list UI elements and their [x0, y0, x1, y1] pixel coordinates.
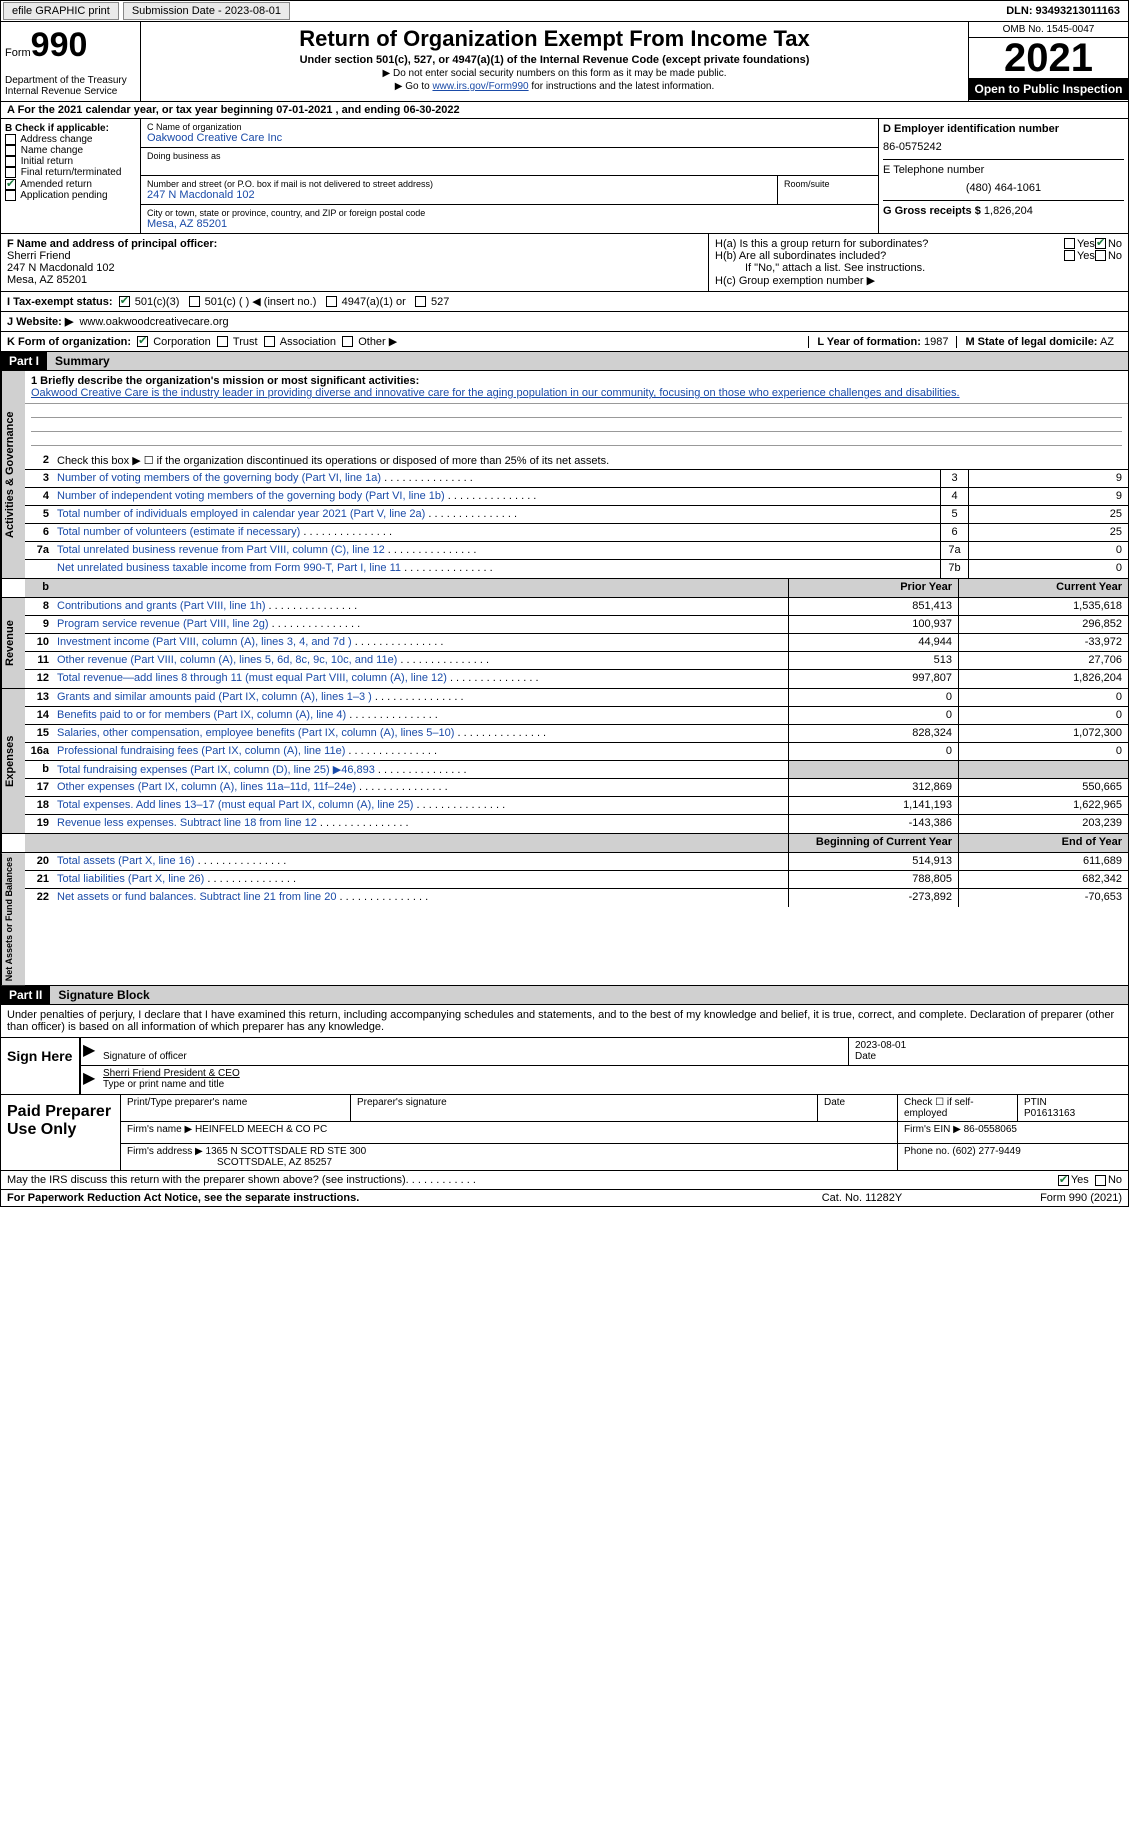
- top-toolbar: efile GRAPHIC print Submission Date - 20…: [0, 0, 1129, 22]
- note-link: ▶ Go to www.irs.gov/Form990 for instruct…: [149, 81, 960, 92]
- discuss-row: May the IRS discuss this return with the…: [0, 1171, 1129, 1190]
- row-i: I Tax-exempt status: 501(c)(3) 501(c) ( …: [0, 292, 1129, 312]
- ha-yes-checkbox[interactable]: [1064, 238, 1075, 249]
- discuss-yes-checkbox[interactable]: [1058, 1175, 1069, 1186]
- box-b-checkbox[interactable]: [5, 156, 16, 167]
- summary-net-hdr: Beginning of Current Year End of Year: [0, 834, 1129, 853]
- summary-netassets: Net Assets or Fund Balances 20Total asse…: [0, 853, 1129, 986]
- form-number: Form990: [5, 26, 136, 65]
- mission-line: 1 Briefly describe the organization's mi…: [25, 371, 1128, 404]
- section-bcd: B Check if applicable: Address change Na…: [0, 119, 1129, 234]
- hb-yes-checkbox[interactable]: [1064, 250, 1075, 261]
- part2-header: Part II Signature Block: [0, 986, 1129, 1005]
- org-address: 247 N Macdonald 102: [147, 189, 771, 201]
- telephone: (480) 464-1061: [883, 176, 1124, 200]
- row-k: K Form of organization: Corporation Trus…: [0, 332, 1129, 352]
- sign-here-block: Sign Here ▶ Signature of officer 2023-08…: [0, 1038, 1129, 1095]
- tab-netassets: Net Assets or Fund Balances: [1, 853, 25, 985]
- box-b-checkbox[interactable]: [5, 179, 16, 190]
- website-value: www.oakwoodcreativecare.org: [79, 316, 228, 328]
- form-header: Form990 Department of the Treasury Inter…: [0, 22, 1129, 102]
- tab-revenue: Revenue: [1, 598, 25, 688]
- org-name: Oakwood Creative Care Inc: [147, 132, 872, 144]
- box-c: C Name of organization Oakwood Creative …: [141, 119, 878, 233]
- box-b-checkbox[interactable]: [5, 190, 16, 201]
- tab-governance: Activities & Governance: [1, 371, 25, 578]
- part1-header: Part I Summary: [0, 352, 1129, 371]
- page-footer: For Paperwork Reduction Act Notice, see …: [0, 1190, 1129, 1207]
- box-b: B Check if applicable: Address change Na…: [1, 119, 141, 233]
- dln-label: DLN: 93493213011163: [1006, 5, 1128, 17]
- corp-checkbox[interactable]: [137, 336, 148, 347]
- submission-date-button[interactable]: Submission Date - 2023-08-01: [123, 2, 290, 20]
- discuss-no-checkbox[interactable]: [1095, 1175, 1106, 1186]
- irs-link[interactable]: www.irs.gov/Form990: [432, 81, 528, 92]
- dept-label: Department of the Treasury Internal Reve…: [5, 75, 136, 97]
- box-d: D Employer identification number 86-0575…: [878, 119, 1128, 233]
- tab-expenses: Expenses: [1, 689, 25, 833]
- ha-no-checkbox[interactable]: [1095, 238, 1106, 249]
- box-b-checkbox[interactable]: [5, 167, 16, 178]
- box-f: F Name and address of principal officer:…: [1, 234, 708, 291]
- row-a-calendar: A For the 2021 calendar year, or tax yea…: [0, 102, 1129, 119]
- summary-revenue: Revenue 8Contributions and grants (Part …: [0, 598, 1129, 689]
- form-title: Return of Organization Exempt From Incom…: [149, 26, 960, 52]
- summary-revenue-hdr: b Prior Year Current Year: [0, 579, 1129, 598]
- summary-governance: Activities & Governance 1 Briefly descri…: [0, 371, 1129, 579]
- 501c3-checkbox[interactable]: [119, 296, 130, 307]
- note-ssn: ▶ Do not enter social security numbers o…: [149, 68, 960, 79]
- ein-value: 86-0575242: [883, 135, 1124, 159]
- org-city: Mesa, AZ 85201: [147, 218, 872, 230]
- efile-print-button[interactable]: efile GRAPHIC print: [3, 2, 119, 20]
- box-b-checkbox[interactable]: [5, 134, 16, 145]
- gross-receipts: 1,826,204: [984, 205, 1033, 217]
- summary-expenses: Expenses 13Grants and similar amounts pa…: [0, 689, 1129, 834]
- section-fh: F Name and address of principal officer:…: [0, 234, 1129, 292]
- form-subtitle: Under section 501(c), 527, or 4947(a)(1)…: [149, 54, 960, 66]
- box-b-checkbox[interactable]: [5, 145, 16, 156]
- box-h: H(a) Is this a group return for subordin…: [708, 234, 1128, 291]
- paid-preparer-block: Paid Preparer Use Only Print/Type prepar…: [0, 1095, 1129, 1171]
- tax-year: 2021: [969, 38, 1128, 78]
- hb-no-checkbox[interactable]: [1095, 250, 1106, 261]
- row-j: J Website: ▶ www.oakwoodcreativecare.org: [0, 312, 1129, 332]
- signature-declaration: Under penalties of perjury, I declare th…: [0, 1005, 1129, 1038]
- open-inspection: Open to Public Inspection: [969, 78, 1128, 100]
